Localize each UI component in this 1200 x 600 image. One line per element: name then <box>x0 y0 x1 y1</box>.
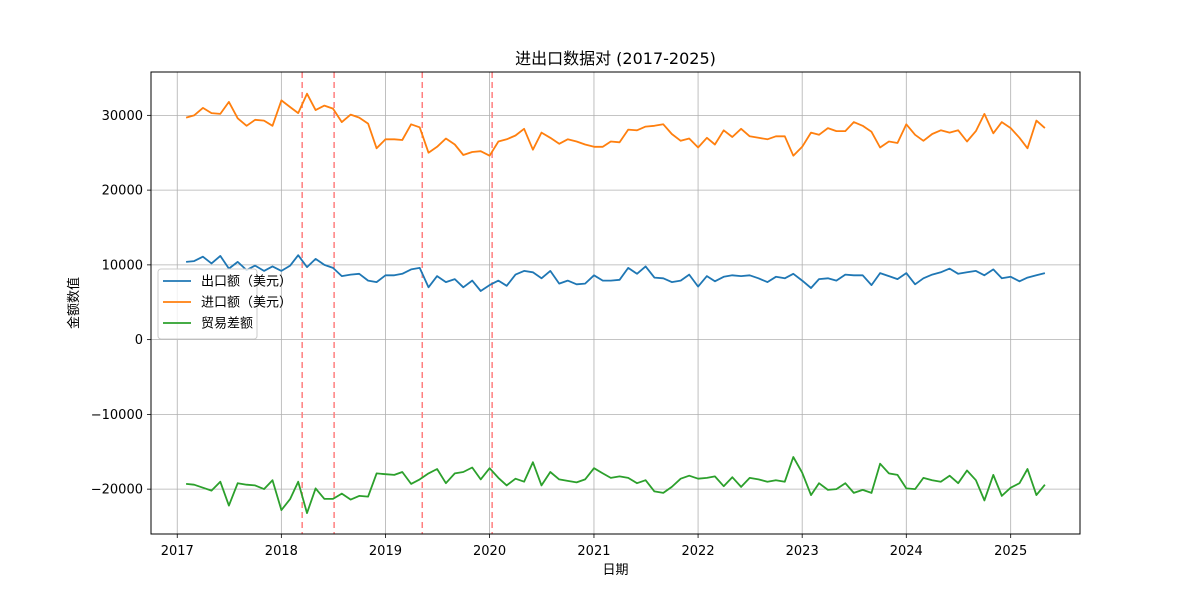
legend-label-0: 出口额（美元） <box>201 275 292 290</box>
y-tick-label: −10000 <box>91 408 143 423</box>
legend-box <box>157 268 258 340</box>
x-tick-label: 2025 <box>994 544 1027 559</box>
axis-ticks: 2017 2018 2019 2020 2021 2022 2023 2024 2025 3000… <box>91 109 1027 559</box>
x-tick-label: 2018 <box>265 544 298 559</box>
x-tick-label: 2017 <box>161 544 194 559</box>
series-line-0 <box>186 254 1046 292</box>
legend-label-2: 贸易差额 <box>201 317 253 332</box>
y-tick-label: 20000 <box>102 184 143 199</box>
x-tick-label: 2023 <box>786 544 819 559</box>
x-tick-label: 2021 <box>577 544 610 559</box>
legend-label-1: 进口额（美元） <box>201 296 292 311</box>
x-tick-label: 2022 <box>682 544 715 559</box>
event-markers <box>301 72 493 534</box>
series-lines <box>185 92 1046 514</box>
legend: 出口额（美元） 进口额（美元） 贸易差额 <box>157 268 292 340</box>
series-line-1 <box>185 92 1046 157</box>
plot-frame <box>150 71 1081 535</box>
y-tick-label: 0 <box>135 333 143 348</box>
y-tick-label: −20000 <box>91 483 143 498</box>
y-tick-label: 30000 <box>102 109 143 124</box>
x-tick-label: 2020 <box>473 544 506 559</box>
chart-title: 进出口数据对 (2017-2025) <box>515 49 716 68</box>
y-tick-label: 10000 <box>102 258 143 273</box>
x-tick-label: 2019 <box>369 544 402 559</box>
series-line-2 <box>186 456 1046 514</box>
y-axis-label: 金额数值 <box>66 277 82 329</box>
x-axis-label: 日期 <box>602 563 628 578</box>
x-tick-label: 2024 <box>890 544 923 559</box>
